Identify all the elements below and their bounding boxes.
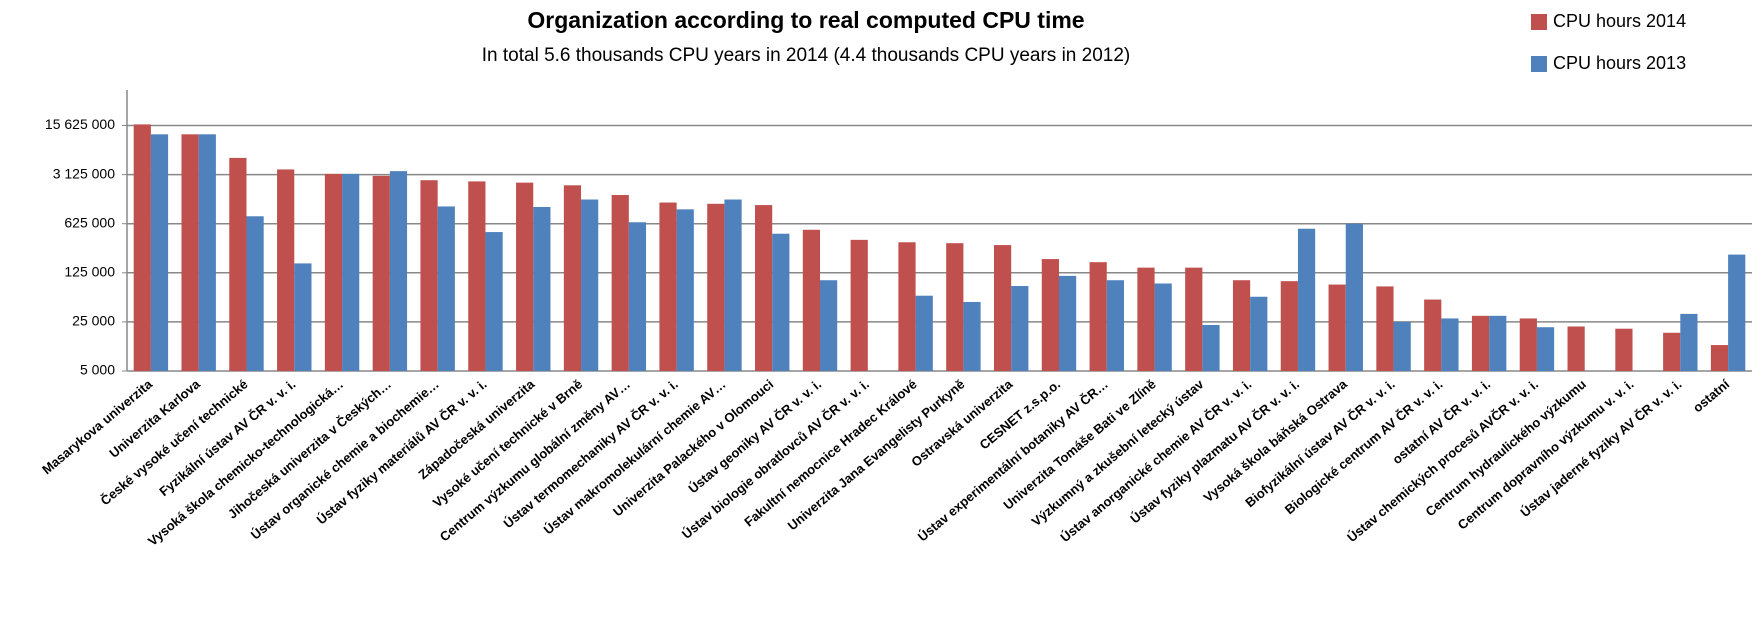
bar (516, 182, 534, 371)
bar (1154, 283, 1172, 371)
x-tick-label: Fakultní nemocnice Hradec Králové (741, 376, 919, 529)
x-tick-label: CESNET z.s.p.o. (977, 376, 1064, 452)
legend-label: CPU hours 2014 (1553, 11, 1686, 31)
x-tick-label: ostatní (1690, 376, 1733, 415)
bar (772, 233, 790, 371)
bar (628, 222, 647, 371)
bar (1441, 318, 1459, 371)
bar (1041, 259, 1059, 371)
bar (181, 134, 199, 371)
y-tick-label: 15 625 000 (45, 116, 115, 132)
bar (1376, 286, 1394, 371)
bar (1280, 281, 1298, 371)
x-tick-label: Ústav termomechaniky AV ČR v. v. i. (500, 376, 680, 531)
bar (802, 229, 821, 371)
bar (581, 199, 599, 371)
bar (1185, 267, 1203, 371)
legend-swatch (1531, 56, 1547, 72)
bar (1615, 328, 1633, 371)
bar (342, 173, 360, 371)
bar (372, 175, 390, 371)
bar (915, 295, 933, 371)
bar (820, 280, 838, 371)
bar (198, 134, 216, 371)
bar (1471, 315, 1490, 371)
bar (659, 202, 677, 371)
bar (389, 171, 408, 371)
bar (437, 206, 455, 371)
bar (1232, 280, 1251, 371)
bar (1663, 332, 1681, 371)
bar (1519, 318, 1537, 371)
bar (1489, 315, 1507, 371)
bar (1297, 228, 1316, 371)
bar (1424, 299, 1442, 371)
chart-title: Organization according to real computed … (527, 7, 1084, 33)
bar (850, 239, 868, 371)
bar (1250, 296, 1268, 371)
bar (755, 205, 773, 371)
bar (420, 180, 438, 371)
x-tick-label: Centrum dopravního výzkumu v. v. i. (1455, 376, 1637, 532)
y-tick-label: 3 125 000 (53, 165, 115, 181)
x-tick-label: Ústav fyziky materiálů AV ČR v. v. i. (314, 376, 490, 527)
bar (724, 199, 742, 371)
bar (1106, 280, 1124, 371)
bar (563, 185, 582, 371)
x-tick-label: Univerzita Jana Evangelisty Purkyně (785, 376, 968, 533)
y-tick-label: 5 000 (80, 362, 115, 378)
bar (246, 216, 264, 371)
bar (1202, 324, 1220, 371)
bar (1567, 326, 1585, 371)
bar (533, 207, 551, 371)
y-tick-label: 125 000 (64, 263, 115, 279)
bar (707, 203, 725, 371)
bar (1345, 223, 1363, 371)
bar (294, 263, 312, 371)
bar (229, 157, 247, 371)
bar (133, 124, 151, 371)
bar (993, 245, 1012, 371)
bar (1536, 327, 1555, 371)
x-tick-label: Výzkumný a zkušební letecký ústav (1029, 376, 1207, 529)
bar (1058, 275, 1077, 371)
bar (676, 209, 694, 371)
bar (611, 195, 629, 371)
bar (1680, 313, 1698, 371)
bar (468, 181, 486, 371)
bar (324, 173, 343, 371)
bar (898, 242, 916, 371)
bar (150, 134, 169, 371)
x-tick-label: Ústav fyziky plazmatu AV ČR v. v. i. (1127, 376, 1302, 526)
bar (485, 232, 503, 371)
bar (946, 243, 964, 371)
legend-swatch (1531, 14, 1547, 30)
y-tick-label: 25 000 (72, 313, 115, 329)
bar (1011, 286, 1029, 371)
bar (963, 301, 981, 371)
bar (277, 169, 295, 371)
bar (1710, 345, 1729, 371)
bar (1328, 284, 1346, 371)
bar (1728, 254, 1746, 371)
chart-subtitle: In total 5.6 thousands CPU years in 2014… (482, 45, 1131, 66)
bar (1089, 262, 1107, 371)
bar (1137, 267, 1155, 371)
bar (1393, 321, 1411, 371)
y-tick-label: 625 000 (64, 214, 115, 230)
legend-label: CPU hours 2013 (1553, 53, 1686, 73)
